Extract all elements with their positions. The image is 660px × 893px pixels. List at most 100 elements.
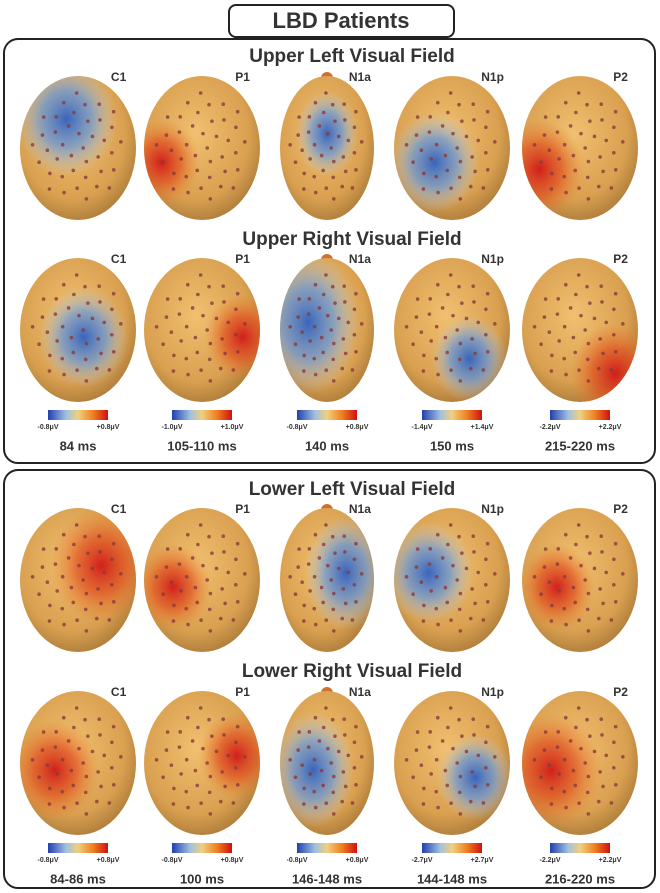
electrode: [583, 328, 587, 332]
electrode: [209, 775, 213, 779]
electrode: [543, 565, 547, 569]
electrode: [75, 618, 79, 622]
electrode: [445, 351, 449, 355]
electrode: [179, 589, 183, 593]
electrode: [465, 317, 469, 321]
electrode: [354, 110, 358, 114]
electrode: [476, 571, 480, 575]
electrode: [562, 175, 566, 179]
electrode: [85, 629, 89, 633]
electrode: [416, 297, 420, 301]
time-label: 84 ms: [60, 438, 97, 453]
color-bar: [550, 410, 610, 420]
electrode: [415, 565, 419, 569]
electrode: [75, 706, 79, 710]
electrode: [297, 730, 301, 734]
electrode: [312, 357, 316, 361]
electrode: [207, 535, 211, 539]
electrode: [191, 124, 195, 128]
electrode: [223, 352, 227, 356]
electrode: [428, 547, 432, 551]
electrode: [550, 604, 554, 608]
component-label: N1a: [349, 252, 371, 266]
electrode: [579, 314, 583, 318]
electrode: [564, 533, 568, 537]
electrode: [331, 718, 335, 722]
potential-blob: [431, 316, 508, 402]
electrode: [41, 133, 45, 137]
electrode: [119, 140, 123, 144]
electrode: [435, 575, 439, 579]
electrode: [614, 168, 618, 172]
electrode: [54, 297, 58, 301]
electrode: [587, 629, 591, 633]
electrode: [550, 172, 554, 176]
electrode: [556, 562, 560, 566]
electrode: [543, 748, 547, 752]
electrode: [340, 367, 344, 371]
electrode: [71, 784, 75, 788]
electrode: [587, 342, 591, 346]
electrode: [54, 115, 58, 119]
electrode: [556, 730, 560, 734]
electrode: [210, 119, 214, 123]
electrode: [471, 717, 475, 721]
electrode: [48, 354, 52, 358]
electrode: [337, 135, 341, 139]
electrode: [354, 542, 358, 546]
electrode: [470, 587, 474, 591]
electrode: [232, 801, 236, 805]
electrode: [46, 148, 50, 152]
electrode: [112, 783, 116, 787]
time-label: 150 ms: [430, 438, 474, 453]
electrode: [308, 589, 312, 593]
electrode: [322, 111, 326, 115]
electrode: [165, 565, 169, 569]
electrode: [110, 583, 114, 587]
electrode: [446, 293, 450, 297]
electrode: [550, 354, 554, 358]
scale-min: -2.2μV: [539, 857, 560, 864]
electrode: [469, 800, 473, 804]
electrode: [326, 314, 330, 318]
electrode: [54, 562, 58, 566]
electrode: [569, 306, 573, 310]
electrode: [577, 273, 581, 277]
electrode: [473, 785, 477, 789]
component-label: N1p: [481, 70, 504, 84]
potential-blob: [519, 544, 596, 630]
electrode: [564, 623, 568, 627]
electrode: [557, 157, 561, 161]
electrode: [550, 619, 554, 623]
electrode: [445, 601, 449, 605]
head-map: [280, 72, 374, 220]
electrode: [484, 307, 488, 311]
electrode: [579, 747, 583, 751]
potential-blob: [257, 251, 360, 395]
electrode: [86, 301, 90, 305]
electrode: [37, 342, 41, 346]
color-bar: [422, 410, 482, 420]
color-bar: [422, 843, 482, 853]
electrode: [119, 322, 123, 326]
electrode: [48, 802, 52, 806]
electrode: [556, 130, 560, 134]
electrode: [583, 761, 587, 765]
electrode: [422, 369, 426, 373]
scale-max: +0.8μV: [346, 424, 369, 431]
electrode: [451, 564, 455, 568]
electrode: [209, 629, 213, 633]
electrode: [588, 734, 592, 738]
electrode: [112, 725, 116, 729]
electrode: [288, 575, 292, 579]
electrode: [457, 103, 461, 107]
electrode: [95, 185, 99, 189]
electrode: [572, 336, 576, 340]
electrode: [300, 148, 304, 152]
electrode: [179, 772, 183, 776]
electrode: [81, 578, 85, 582]
electrode: [112, 542, 116, 546]
electrode: [110, 125, 114, 129]
electrode: [37, 775, 41, 779]
electrode: [60, 607, 64, 611]
